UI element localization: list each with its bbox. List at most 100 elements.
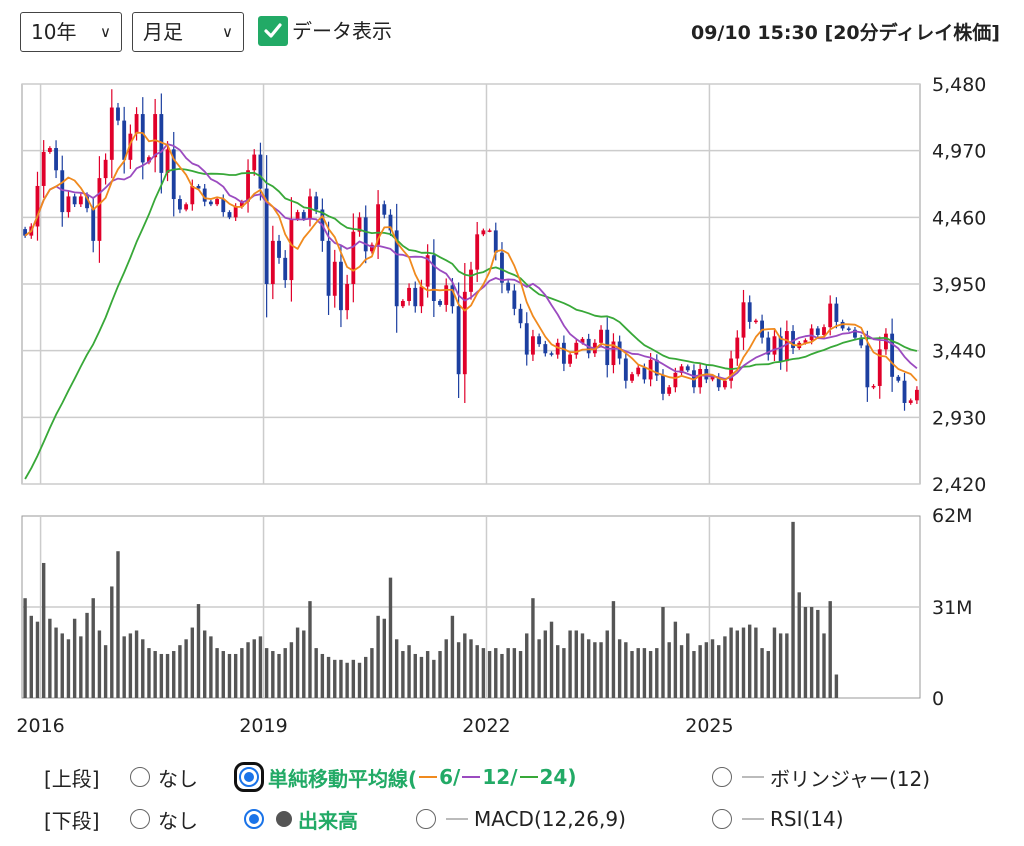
- candle-body: [555, 342, 560, 355]
- rsi-label: RSI(14): [770, 807, 844, 831]
- volume-bar: [642, 648, 647, 698]
- period-select[interactable]: 10年 ∨: [20, 12, 122, 52]
- volume-bar: [785, 633, 789, 698]
- lower-section-label: [下段]: [44, 808, 100, 833]
- price-tick-label: 4,460: [932, 207, 986, 229]
- radio-lower-volume[interactable]: [244, 809, 264, 829]
- candle-body: [351, 231, 356, 284]
- macd-swatch: [446, 818, 468, 820]
- radio-lower-none[interactable]: [130, 809, 150, 829]
- radio-upper-bollinger[interactable]: [712, 767, 732, 787]
- volume-bar: [91, 598, 95, 698]
- volume-bar: [506, 648, 510, 698]
- volume-bar: [165, 653, 170, 698]
- candle-body: [295, 212, 300, 219]
- upper-bollinger-option[interactable]: ボリンジャー(12): [712, 757, 930, 797]
- upper-none-option[interactable]: なし: [130, 757, 198, 797]
- radio-lower-macd[interactable]: [416, 809, 436, 829]
- candle-body: [642, 367, 647, 380]
- volume-bar: [221, 651, 225, 698]
- volume-bar: [512, 648, 517, 698]
- volume-bar: [617, 639, 622, 698]
- volume-bar: [178, 645, 182, 698]
- volume-bar: [611, 601, 616, 698]
- volume-bar: [816, 609, 820, 698]
- volume-bar: [326, 656, 331, 698]
- volume-bar: [419, 656, 424, 698]
- candle-body: [233, 206, 238, 218]
- candle-body: [47, 148, 52, 152]
- candle-body: [215, 199, 220, 205]
- candle-body: [698, 368, 703, 388]
- volume-bar: [271, 651, 275, 698]
- radio-lower-rsi[interactable]: [712, 809, 732, 829]
- radio-upper-none[interactable]: [130, 767, 150, 787]
- sma24-line: [24, 168, 918, 480]
- candle-body: [487, 230, 492, 232]
- volume-bar: [202, 630, 207, 698]
- volume-bar: [661, 607, 665, 698]
- lower-none-option[interactable]: なし: [130, 799, 198, 839]
- focus-ring: [234, 762, 264, 792]
- candle-body: [803, 340, 808, 343]
- volume-bar: [729, 627, 733, 698]
- volume-bar: [469, 639, 473, 698]
- year-tick-label: 2025: [685, 715, 733, 737]
- candle-body: [809, 328, 814, 341]
- candle-body: [246, 170, 250, 202]
- candle-body: [413, 287, 418, 307]
- volume-bar: [184, 639, 188, 698]
- volume-bar: [450, 615, 455, 698]
- volume-bar: [85, 612, 89, 698]
- year-tick-label: 2019: [239, 715, 287, 737]
- candle-body: [178, 199, 182, 210]
- candle-body: [462, 291, 467, 375]
- data-display-checkbox[interactable]: [258, 16, 288, 46]
- volume-bar: [308, 601, 312, 698]
- lower-rsi-option[interactable]: RSI(14): [712, 799, 844, 839]
- candle-body: [500, 252, 504, 283]
- radio-upper-sma[interactable]: [239, 767, 259, 787]
- volume-bar: [370, 648, 374, 698]
- volume-bar: [345, 662, 349, 698]
- candle-body: [846, 328, 851, 330]
- sma12-swatch: [462, 776, 481, 778]
- volume-bar: [537, 639, 541, 698]
- candle-body: [35, 185, 40, 227]
- volume-bar: [735, 630, 740, 698]
- candle-body: [264, 188, 269, 284]
- candle-body: [54, 148, 58, 171]
- interval-select[interactable]: 月足 ∨: [132, 12, 244, 52]
- volume-bar: [54, 627, 58, 698]
- candle-body: [481, 230, 486, 235]
- volume-bar: [444, 639, 448, 698]
- data-display-label[interactable]: データ表示: [292, 19, 392, 43]
- lower-macd-option[interactable]: MACD(12,26,9): [416, 799, 626, 839]
- volume-bar: [295, 627, 300, 698]
- lower-volume-option[interactable]: 出来高: [244, 799, 358, 839]
- volume-bar: [394, 639, 399, 698]
- volume-bar: [29, 615, 33, 698]
- upper-sma-option[interactable]: 単純移動平均線( 6/ 12/ 24): [234, 757, 577, 797]
- sma-label: 単純移動平均線(: [268, 766, 418, 791]
- volume-bar: [686, 633, 690, 698]
- volume-bar: [388, 577, 393, 698]
- volume-bar: [717, 645, 721, 698]
- volume-label: 出来高: [298, 808, 358, 833]
- candle-body: [41, 151, 46, 186]
- rsi-swatch: [742, 818, 764, 820]
- volume-bar: [636, 648, 640, 698]
- volume-bar: [475, 645, 479, 698]
- candle-body: [630, 374, 634, 381]
- volume-bar: [277, 653, 281, 698]
- candle-body: [140, 114, 145, 163]
- volume-bar: [172, 651, 176, 698]
- candle-body: [239, 201, 244, 207]
- candle-body: [301, 212, 306, 219]
- volume-bar: [667, 642, 671, 698]
- candle-body: [283, 257, 288, 281]
- volume-bar: [97, 630, 102, 698]
- volume-bar: [568, 630, 572, 698]
- volume-bar: [401, 651, 405, 698]
- stock-chart: 5,480 4,970 4,460 3,950 3,440 2,930 2,420 2016 2…: [16, 74, 986, 737]
